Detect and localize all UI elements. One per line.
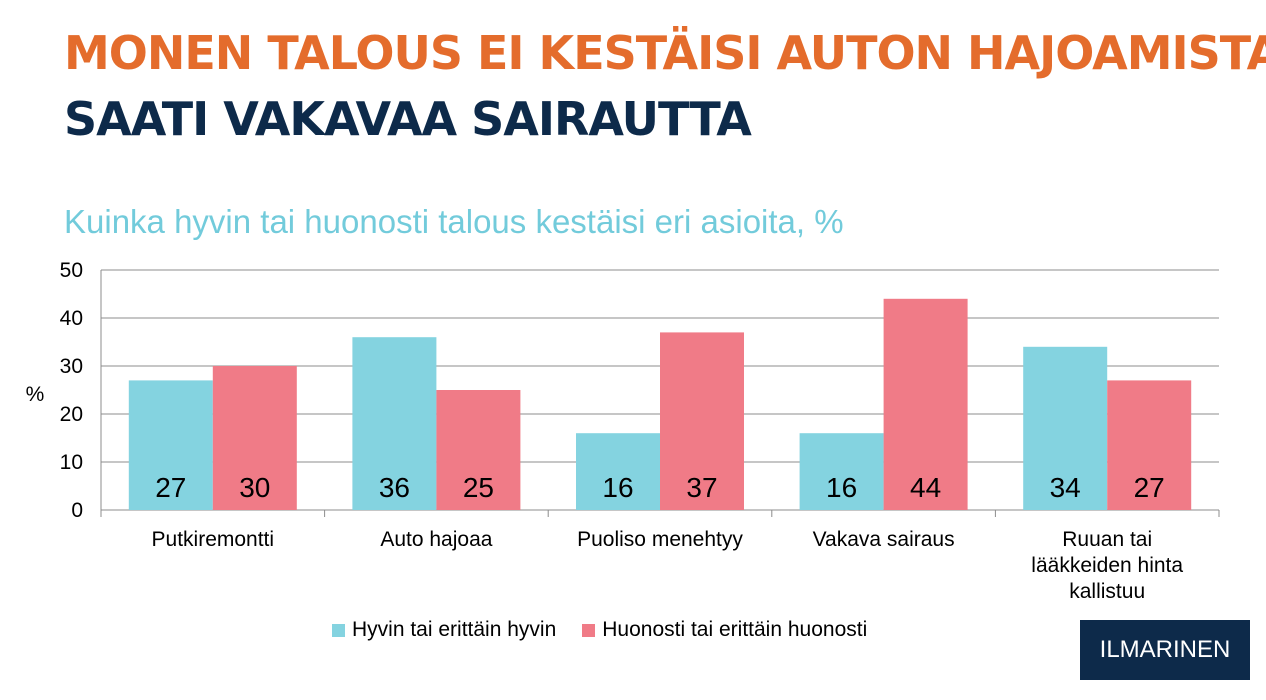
bar [883,298,968,510]
x-tick-label: Vakava sairaus [813,528,955,551]
chart-title: Kuinka hyvin tai huonosti talous kestäis… [64,203,844,240]
legend-item-bad: Huonosti tai erittäin huonosti [582,618,867,642]
y-tick-label: 40 [60,307,83,330]
bar-value-label: 16 [826,472,857,503]
chart-legend: Hyvin tai erittäin hyvin Huonosti tai er… [332,618,893,642]
bar [799,433,884,510]
y-tick-label: 50 [60,259,83,282]
y-tick-label: 20 [60,403,83,426]
bar-value-label: 30 [239,472,270,503]
bar-value-label: 25 [463,472,494,503]
y-tick-label: 30 [60,355,83,378]
bar-value-label: 44 [910,472,941,503]
bar [128,380,213,510]
legend-item-good: Hyvin tai erittäin hyvin [332,618,556,642]
x-tick-label: Ruuan tai [1062,528,1152,551]
x-tick-label: Puoliso menehtyy [577,528,743,551]
legend-label-good: Hyvin tai erittäin hyvin [352,618,557,641]
bar-value-label: 34 [1050,472,1081,503]
bar-value-label: 36 [379,472,410,503]
bar [1107,380,1192,510]
y-tick-label: 10 [60,451,83,474]
page-title: MONEN TALOUS EI KESTÄISI AUTON HAJOAMIST… [64,26,1266,80]
bar [352,337,437,510]
bar-value-label: 27 [155,472,186,503]
legend-swatch-bad [582,623,596,637]
bar-value-label: 37 [686,472,717,503]
bar-value-label: 27 [1134,472,1165,503]
bar-value-label: 16 [602,472,633,503]
bar [660,332,744,510]
x-tick-label: lääkkeiden hinta [1031,554,1183,577]
ilmarinen-logo: ILMARINEN [1080,620,1250,680]
y-axis-label: % [26,383,45,406]
y-tick-label: 0 [71,499,83,522]
page-subtitle: SAATI VAKAVAA SAIRAUTTA [64,92,752,146]
bar [1023,346,1108,510]
legend-label-bad: Huonosti tai erittäin huonosti [602,618,868,641]
x-tick-label: Putkiremontti [152,528,275,551]
bar [212,366,297,510]
x-tick-label: Auto hajoaa [380,528,492,551]
bar [576,433,660,510]
x-tick-label: kallistuu [1069,580,1145,603]
legend-swatch-good [332,623,345,637]
bar [436,390,521,510]
